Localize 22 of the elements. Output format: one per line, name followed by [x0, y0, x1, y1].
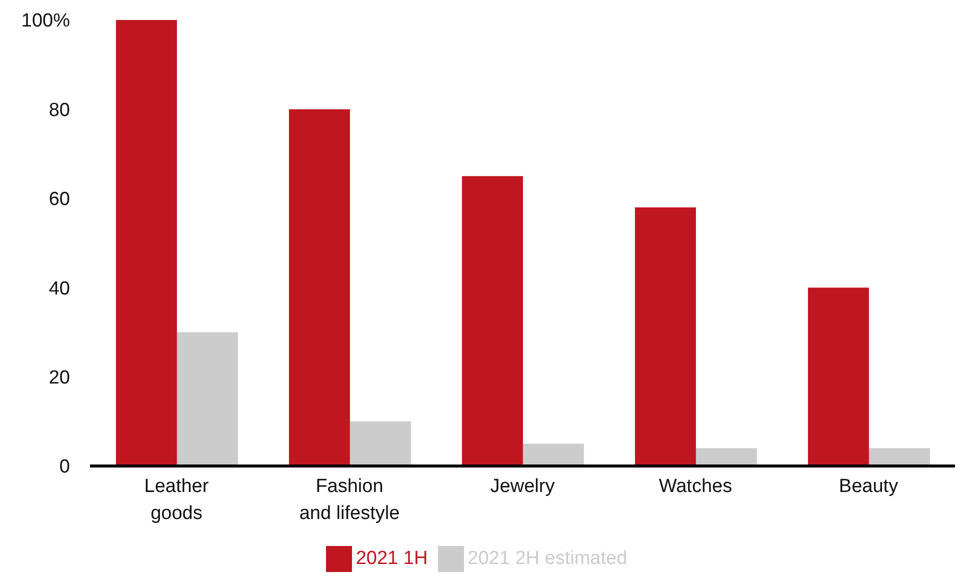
bar [176, 332, 238, 466]
bar [522, 444, 584, 466]
x-tick-label: Jewelry [490, 476, 556, 497]
bar [868, 448, 930, 466]
bar [462, 176, 523, 466]
x-tick-label: Fashion and lifestyle [299, 476, 400, 524]
y-tick-label: 0 [59, 456, 70, 478]
bar [350, 421, 411, 466]
bar [116, 20, 177, 466]
y-tick-label: 80 [48, 100, 70, 121]
legend-label: 2021 1H [356, 548, 428, 570]
bar [696, 448, 757, 466]
x-tick-label: Leather goods [144, 476, 210, 524]
x-tick-label: Watches [658, 476, 732, 497]
bar [808, 288, 869, 466]
bar [634, 207, 696, 466]
bar [288, 109, 350, 466]
y-tick-label: 100% [21, 10, 70, 32]
y-tick-label: 40 [48, 278, 70, 300]
y-tick-label: 60 [48, 189, 70, 210]
x-tick-label: Beauty [838, 476, 899, 497]
y-tick-label: 20 [48, 368, 70, 389]
